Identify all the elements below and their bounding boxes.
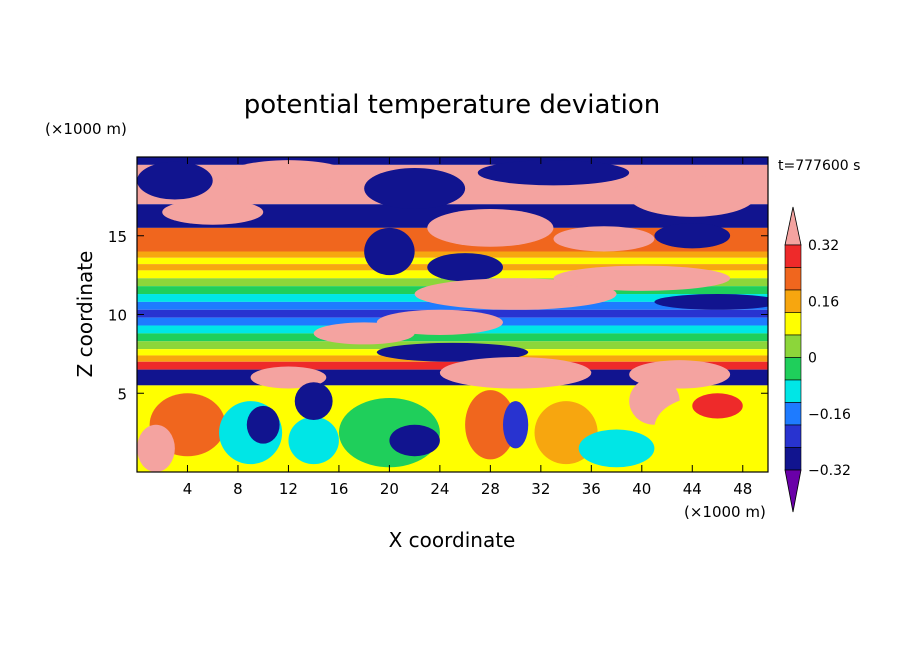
colorbar-label: 0.16 — [808, 294, 839, 310]
contour-cell-15 — [313, 322, 415, 345]
x-tick-label: 8 — [233, 480, 243, 498]
x-tick-label: 48 — [733, 480, 752, 498]
x-tick-label: 16 — [329, 480, 348, 498]
x-tick-label: 20 — [380, 480, 399, 498]
colorbar-swatch-0 — [784, 244, 802, 268]
time-label: t=777600 s — [778, 158, 860, 174]
x-tick-label: 36 — [582, 480, 601, 498]
colorbar: 0.32 0.16 0 −0.16 −0.32 — [784, 206, 851, 513]
y-axis-title: Z coordinate — [73, 251, 97, 378]
contour-cell-13 — [654, 294, 768, 310]
contour-cell-7 — [553, 226, 655, 252]
contour-cell-2 — [364, 168, 466, 209]
contour-cell-29 — [465, 390, 516, 460]
x-tick-label: 32 — [531, 480, 550, 498]
contour-cell-32 — [578, 429, 655, 468]
contour-band-15 — [137, 333, 768, 342]
contour-cell-28 — [389, 424, 440, 457]
y-tick-label: 10 — [108, 307, 127, 325]
contour-cell-25 — [288, 416, 339, 465]
contour-cell-11 — [414, 278, 617, 310]
colorbar-label: 0 — [808, 351, 817, 367]
contour-cell-1 — [225, 160, 352, 192]
colorbar-swatch-6 — [784, 379, 802, 403]
x-tick-label: 4 — [183, 480, 193, 498]
contour-cell-16 — [376, 342, 529, 362]
plot-area — [137, 157, 768, 472]
contour-cell-20 — [250, 366, 327, 389]
contour-cell-4 — [629, 175, 756, 217]
contour-band-0 — [137, 157, 768, 165]
colorbar-top-arrow — [784, 206, 802, 246]
chart-title: potential temperature deviation — [244, 90, 660, 120]
colorbar-swatch-4 — [784, 334, 802, 358]
contour-cell-17 — [439, 357, 592, 389]
colorbar-bottom-arrow — [784, 469, 802, 513]
contour-cell-30 — [502, 401, 529, 449]
x-tick-label: 28 — [481, 480, 500, 498]
contour-cell-5 — [162, 199, 264, 225]
colorbar-label: −0.16 — [808, 407, 851, 423]
colorbar-swatch-5 — [784, 357, 802, 381]
contour-cell-22 — [137, 424, 175, 472]
contour-cell-12 — [553, 265, 731, 291]
x-tick-label: 24 — [430, 480, 449, 498]
colorbar-swatch-3 — [784, 312, 802, 336]
y-tick-label: 15 — [108, 228, 127, 246]
contour-cell-8 — [654, 223, 731, 249]
x-axis-title: X coordinate — [389, 528, 516, 552]
contour-cell-26 — [294, 382, 333, 421]
x-tick-label: 12 — [279, 480, 298, 498]
colorbar-label: 0.32 — [808, 238, 839, 254]
x-unit-label: (×1000 m) — [684, 503, 766, 521]
contour-cell-10 — [427, 253, 503, 282]
contour-cell-3 — [477, 160, 630, 186]
colorbar-swatch-2 — [784, 289, 802, 313]
colorbar-swatch-9 — [784, 447, 802, 471]
x-tick-label: 40 — [632, 480, 651, 498]
y-tick-label: 5 — [117, 385, 127, 403]
colorbar-swatch-8 — [784, 424, 802, 448]
contour-cell-34 — [692, 393, 743, 419]
contour-cell-6 — [427, 208, 554, 247]
contour-cell-24 — [246, 405, 280, 444]
y-unit-label: (×1000 m) — [45, 120, 127, 138]
x-tick-label: 44 — [683, 480, 702, 498]
colorbar-swatch-1 — [784, 267, 802, 291]
colorbar-swatch-7 — [784, 402, 802, 426]
contour-cell-0 — [137, 161, 213, 200]
contour-cell-9 — [364, 227, 415, 276]
colorbar-label: −0.32 — [808, 463, 851, 479]
